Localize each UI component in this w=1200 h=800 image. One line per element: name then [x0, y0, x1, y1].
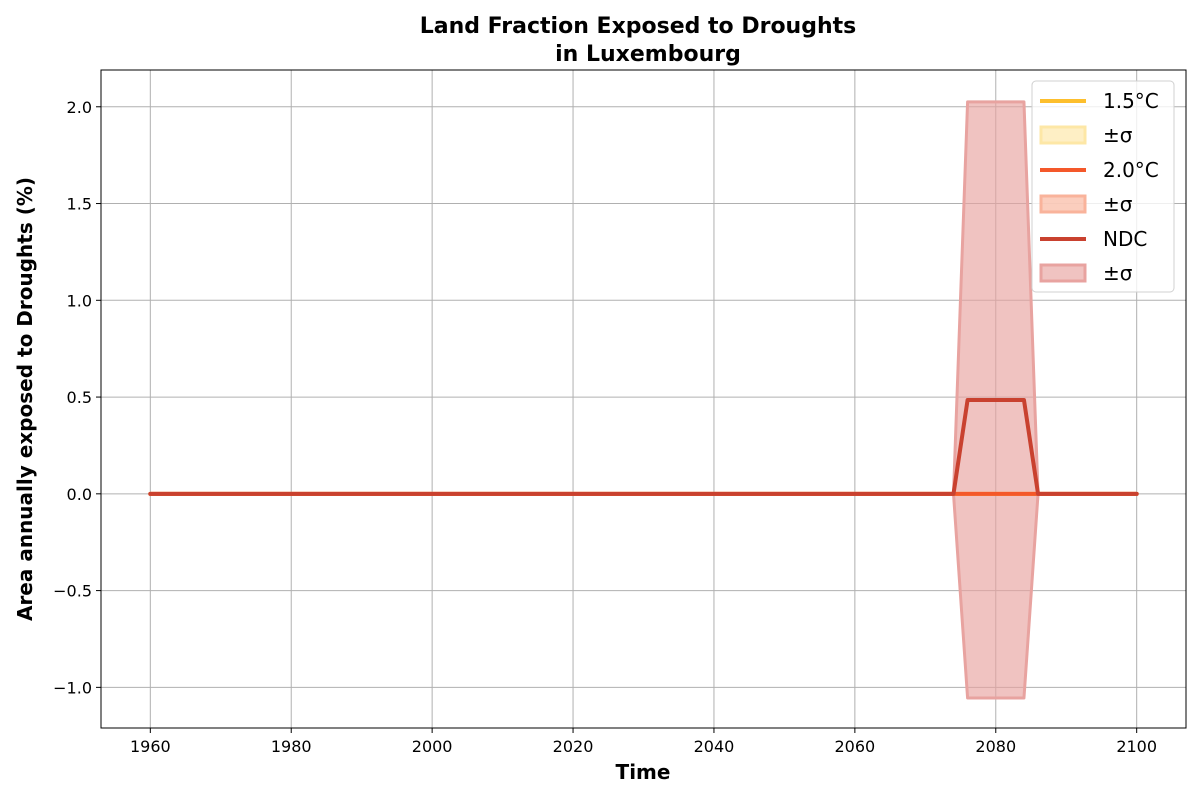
legend-band-swatch: [1039, 125, 1087, 145]
y-axis-ticks: −1.0 −0.5 0.0 0.5 1.0 1.5 2.0: [53, 98, 101, 697]
legend-label: 1.5°C: [1103, 89, 1159, 113]
x-tick-label: 2040: [694, 737, 735, 756]
series-lines: [148, 397, 1139, 496]
x-axis-ticks: 1960 1980 2000 2020 2040 2060 2080 2100: [130, 728, 1157, 756]
y-axis-label: Area annually exposed to Droughts (%): [13, 177, 37, 621]
legend-label: 2.0°C: [1103, 158, 1159, 182]
x-axis-label: Time: [616, 760, 671, 784]
x-tick-label: 2020: [553, 737, 594, 756]
y-tick-label: 0.5: [67, 388, 92, 407]
x-tick-label: 2080: [975, 737, 1016, 756]
y-tick-label: 1.5: [67, 195, 92, 214]
x-tick-label: 2060: [835, 737, 876, 756]
series-line-NDC: [148, 397, 1139, 496]
y-tick-label: 0.0: [67, 485, 92, 504]
legend-band-label: ±σ: [1103, 261, 1133, 285]
legend-band-swatch: [1039, 194, 1087, 214]
x-tick-label: 1980: [271, 737, 312, 756]
legend-label: NDC: [1103, 227, 1147, 251]
chart-title-line2: in Luxembourg: [555, 42, 741, 67]
chart-title-line1: Land Fraction Exposed to Droughts: [420, 14, 857, 39]
legend-band-label: ±σ: [1103, 192, 1133, 216]
legend-band-swatch: [1039, 263, 1087, 283]
y-tick-label: −0.5: [53, 582, 92, 601]
y-tick-label: 1.0: [67, 291, 92, 310]
x-tick-label: 2100: [1116, 737, 1157, 756]
x-tick-label: 1960: [130, 737, 171, 756]
x-tick-label: 2000: [412, 737, 453, 756]
y-tick-label: −1.0: [53, 678, 92, 697]
legend: 1.5°C ±σ 2.0°C ±σ NDC ±σ: [1031, 80, 1175, 293]
legend-band-label: ±σ: [1103, 123, 1133, 147]
y-tick-label: 2.0: [67, 98, 92, 117]
plot-frame: [100, 69, 1187, 729]
